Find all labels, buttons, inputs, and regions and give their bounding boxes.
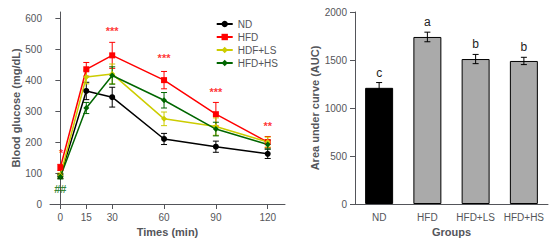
svg-text:0: 0 <box>58 212 64 223</box>
svg-text:30: 30 <box>107 212 119 223</box>
svg-text:b: b <box>472 37 479 51</box>
svg-text:100: 100 <box>25 168 42 179</box>
svg-text:15: 15 <box>81 212 93 223</box>
svg-text:400: 400 <box>25 75 42 86</box>
svg-text:1000: 1000 <box>325 103 348 114</box>
svg-text:ND: ND <box>372 212 386 223</box>
svg-text:ND: ND <box>238 19 252 30</box>
svg-text:60: 60 <box>158 212 170 223</box>
svg-text:0: 0 <box>341 199 347 210</box>
svg-text:500: 500 <box>330 151 347 162</box>
svg-text:***: *** <box>106 25 120 37</box>
svg-text:1500: 1500 <box>325 55 348 66</box>
svg-text:HFD+LS: HFD+LS <box>456 212 495 223</box>
svg-text:HFD: HFD <box>417 212 438 223</box>
svg-text:Groups: Groups <box>432 226 471 238</box>
svg-text:b: b <box>521 40 528 54</box>
svg-text:c: c <box>376 66 382 80</box>
svg-text:***: *** <box>158 52 172 64</box>
svg-text:500: 500 <box>25 44 42 55</box>
svg-text:Times (min): Times (min) <box>137 226 199 238</box>
svg-text:HFD+HS: HFD+HS <box>238 58 279 69</box>
svg-text:##: ## <box>54 183 66 195</box>
svg-text:a: a <box>424 15 431 29</box>
svg-text:200: 200 <box>25 137 42 148</box>
svg-text:HDF+LS: HDF+LS <box>238 45 277 56</box>
svg-text:*: * <box>59 147 64 159</box>
svg-text:2000: 2000 <box>325 7 348 18</box>
svg-text:***: *** <box>209 86 223 98</box>
svg-text:600: 600 <box>25 13 42 24</box>
svg-text:**: ** <box>263 120 272 132</box>
svg-text:300: 300 <box>25 106 42 117</box>
svg-text:HFD: HFD <box>238 32 259 43</box>
svg-text:0: 0 <box>36 199 42 210</box>
svg-text:90: 90 <box>210 212 222 223</box>
svg-text:HFD+HS: HFD+HS <box>504 212 545 223</box>
svg-text:Blood glucose (mg/dL): Blood glucose (mg/dL) <box>10 48 22 167</box>
svg-text:120: 120 <box>259 212 276 223</box>
svg-text:Area under curve (AUC): Area under curve (AUC) <box>309 45 321 170</box>
